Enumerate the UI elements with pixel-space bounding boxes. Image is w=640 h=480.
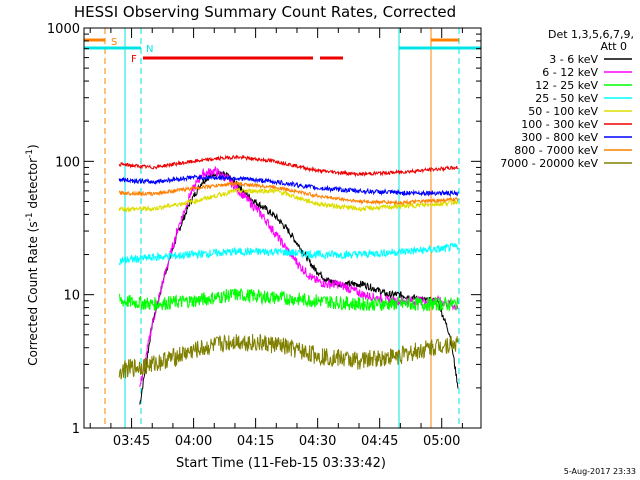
legend-header-detectors: Det 1,3,5,6,7,9, [548, 28, 634, 41]
series-line-100-300-kev [118, 154, 459, 178]
series-line-25-50-kev [118, 242, 459, 266]
series-layer [118, 154, 459, 405]
legend-label: 300 - 800 keV [521, 131, 598, 144]
x-tick-label: 05:00 [423, 434, 460, 449]
x-tick-label: 04:00 [175, 434, 212, 449]
series-line-6-12-kev [139, 165, 459, 388]
flare-flag-label: F [131, 54, 137, 65]
series-line-3-6-kev [139, 170, 459, 405]
axes-layer: 1 10 100 1000 03:45 04:00 04:15 04:30 04:45 05:00 [47, 22, 482, 449]
x-tick-label: 04:45 [361, 434, 398, 449]
y-axis-label-part1: Corrected Count Rate (s [26, 221, 40, 365]
night-flag-label: N [146, 44, 153, 55]
y-tick-label: 1000 [47, 22, 80, 37]
legend-label: 100 - 300 keV [521, 118, 598, 131]
legend-label: 25 - 50 keV [535, 92, 598, 105]
legend-label: 800 - 7000 keV [514, 144, 598, 157]
series-line-12-25-kev [118, 288, 459, 313]
series-line-800-7000-kev [118, 180, 459, 206]
legend-label: 6 - 12 keV [542, 66, 598, 79]
y-axis-label: Corrected Count Rate (s-1 detector-1) [25, 144, 40, 365]
x-tick-label: 03:45 [113, 434, 150, 449]
legend-label: 3 - 6 keV [549, 53, 598, 66]
y-tick-label: 1 [72, 422, 80, 437]
y-axis-label-part2: detector [26, 158, 40, 213]
series-line-300-800-kev [118, 173, 459, 198]
plot-frame [83, 27, 482, 429]
y-axis-label-sup1: -1 [25, 212, 35, 221]
x-tick-label: 04:30 [299, 434, 336, 449]
timestamp: 5-Aug-2017 23:33 [564, 467, 636, 476]
y-axis-label-part3: ) [26, 144, 40, 149]
chart-title: HESSI Observing Summary Count Rates, Cor… [74, 3, 456, 21]
y-tick-label: 10 [63, 289, 80, 304]
legend-header-attenuator: Att 0 [601, 40, 627, 53]
x-axis-label: Start Time (11-Feb-15 03:33:42) [176, 456, 386, 471]
flags-layer: S NF [84, 28, 481, 428]
legend-label: 12 - 25 keV [535, 79, 598, 92]
series-line-7000-20000-kev [118, 333, 459, 380]
y-tick-label: 100 [55, 155, 80, 170]
legend-label: 7000 - 20000 keV [500, 157, 598, 170]
y-axis-label-sup2: -1 [25, 149, 35, 158]
series-line-50-100-kev [118, 186, 459, 213]
saa-flag-label: S [111, 37, 117, 48]
x-tick-label: 04:15 [237, 434, 274, 449]
legend-label: 50 - 100 keV [528, 105, 598, 118]
